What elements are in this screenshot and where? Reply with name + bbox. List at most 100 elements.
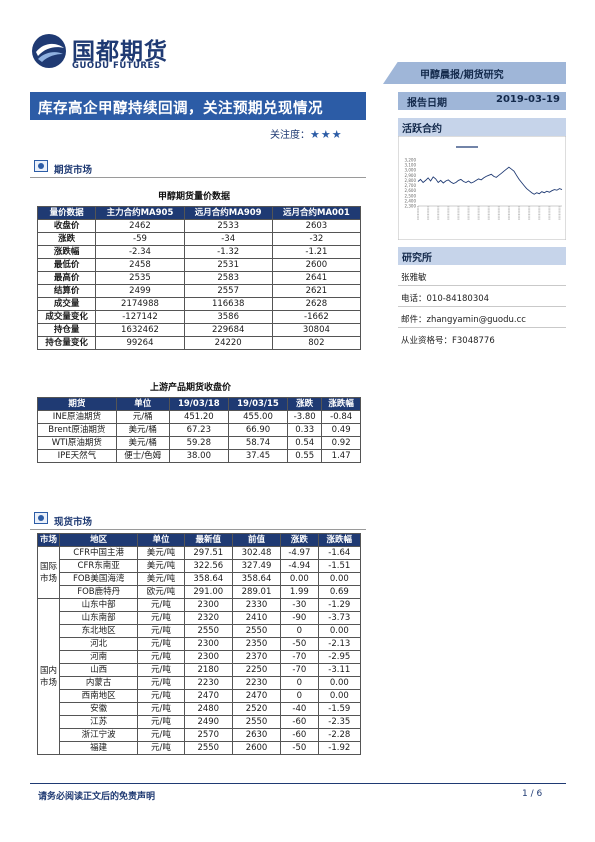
table-cell: 江苏 xyxy=(59,715,139,729)
table-cell: -127142 xyxy=(95,310,185,324)
table-cell: 302.48 xyxy=(231,546,282,560)
column-header: 市场 xyxy=(36,533,61,547)
table-cell: 291.00 xyxy=(183,585,233,599)
table-cell: -50 xyxy=(280,741,319,755)
table-row: 国内市场 山东中部 元/吨 2300 2330 -30 -1.29 xyxy=(36,598,362,755)
table-cell: 便士/色姆 xyxy=(115,449,170,463)
futures-section-icon xyxy=(34,160,48,172)
divider xyxy=(398,306,566,307)
table-cell: 2533 xyxy=(183,219,273,233)
table-row: 结算价 2499 2557 2621 xyxy=(36,284,362,298)
table-cell: -50 xyxy=(280,637,319,651)
table-cell: 229684 xyxy=(183,323,273,337)
y-tick-label: 2,400 xyxy=(405,198,417,203)
research-heading-bar: 研究所 xyxy=(398,247,566,265)
table-cell: -70 xyxy=(280,663,319,677)
y-tick-label: 3,000 xyxy=(405,168,417,173)
research-heading: 研究所 xyxy=(402,253,432,264)
row-label: 涨跌幅 xyxy=(36,245,97,259)
table-cell: 山东南部 xyxy=(59,611,139,625)
table-cell: 2180 xyxy=(183,663,233,677)
y-tick-label: 3,200 xyxy=(405,158,417,163)
table-cell: 2370 xyxy=(231,650,282,664)
table-cell: 0.49 xyxy=(321,423,361,437)
table-cell: 2230 xyxy=(183,676,233,690)
table-cell: 河北 xyxy=(59,637,139,651)
star-rating-icon: ★★★ xyxy=(310,128,343,141)
report-tag-banner xyxy=(383,62,566,84)
table-cell: 2470 xyxy=(183,689,233,703)
table-cell: 2557 xyxy=(183,284,273,298)
spot-section-icon xyxy=(34,512,48,524)
table-cell: 2570 xyxy=(183,728,233,742)
column-header: 单位 xyxy=(115,397,170,411)
table-cell: 37.45 xyxy=(227,449,289,463)
report-tag: 甲醇晨报/期货研究 xyxy=(420,70,504,81)
column-header: 主力合约MA905 xyxy=(95,206,185,220)
table-cell: 西南地区 xyxy=(59,689,139,703)
table-cell: 2628 xyxy=(271,297,362,311)
table-cell: -0.84 xyxy=(321,410,361,424)
table-cell: 66.90 xyxy=(227,423,289,437)
table-cell: 0.00 xyxy=(317,689,362,703)
column-header: 涨跌幅 xyxy=(321,397,361,411)
row-label: 持仓量 xyxy=(36,323,97,337)
table-cell: -32 xyxy=(271,232,362,246)
table-row: 山西 元/吨 2180 2250 -70 -3.11 xyxy=(38,663,362,677)
table-cell: 2174988 xyxy=(95,297,185,311)
table-cell: 2480 xyxy=(183,702,233,716)
table-cell: 美元/吨 xyxy=(137,559,185,573)
column-header: 涨跌 xyxy=(280,533,319,547)
market-group-label: 国内市场 xyxy=(36,598,61,755)
table-row: 最高价 2535 2583 2641 xyxy=(36,271,362,285)
table-cell: -40 xyxy=(280,702,319,716)
section-divider xyxy=(30,529,366,530)
table-cell: 116638 xyxy=(183,297,273,311)
table-cell: 元/吨 xyxy=(137,676,185,690)
table-cell: 0.69 xyxy=(317,585,362,599)
y-tick-label: 2,300 xyxy=(405,204,417,209)
column-header: 最新值 xyxy=(183,533,233,547)
attention-label: 关注度： xyxy=(270,130,310,141)
table-cell: -3.73 xyxy=(317,611,362,625)
table-cell: 0 xyxy=(280,689,319,703)
table-row: 安徽 元/吨 2480 2520 -40 -1.59 xyxy=(38,702,362,716)
company-logo: 国都期货 GUODU FUTURES xyxy=(30,30,180,78)
column-header: 地区 xyxy=(59,533,139,547)
table-cell: 2490 xyxy=(183,715,233,729)
table-cell: 30804 xyxy=(271,323,362,337)
disclaimer-note: 请务必阅读正文后的免责声明 xyxy=(38,792,156,802)
table-row: 成交量变化 -127142 3586 -1662 xyxy=(36,310,362,324)
y-tick-label: 2,500 xyxy=(405,193,417,198)
table-cell: FOB鹿特丹 xyxy=(59,585,139,599)
table-cell: -1.32 xyxy=(183,245,273,259)
table-cell: -1.21 xyxy=(271,245,362,259)
table-cell: 2250 xyxy=(231,663,282,677)
table-cell: 东北地区 xyxy=(59,624,139,638)
date-bar xyxy=(398,92,566,110)
table-cell: 2410 xyxy=(231,611,282,625)
table-cell: 2603 xyxy=(271,219,362,233)
table-cell: CFR中国主港 xyxy=(59,546,139,560)
logo-chinese: 国都期货 xyxy=(72,39,168,65)
table-row: 东北地区 元/吨 2550 2550 0 0.00 xyxy=(38,624,362,638)
table-cell: 2300 xyxy=(183,650,233,664)
analyst-email[interactable]: 邮件：zhangyamin@guodu.cc xyxy=(401,315,526,325)
column-header: 19/03/18 xyxy=(168,397,229,411)
table-cell: 2531 xyxy=(183,258,273,272)
table-cell: 2520 xyxy=(231,702,282,716)
table-cell: 2462 xyxy=(95,219,185,233)
table-cell: 802 xyxy=(271,336,362,350)
row-label: 收盘价 xyxy=(36,219,97,233)
table-cell: 0.00 xyxy=(317,572,362,586)
table-cell: CFR东南亚 xyxy=(59,559,139,573)
analyst-phone: 电话：010-84180304 xyxy=(401,294,490,304)
table-cell: -2.28 xyxy=(317,728,362,742)
table-cell: FOB美国海湾 xyxy=(59,572,139,586)
table-cell: 2458 xyxy=(95,258,185,272)
table-cell: 297.51 xyxy=(183,546,233,560)
table-cell: 0 xyxy=(280,624,319,638)
spot-section-label: 现货市场 xyxy=(54,517,93,528)
column-header: 涨跌幅 xyxy=(317,533,362,547)
table-row: FOB美国海湾 美元/吨 358.64 358.64 0.00 0.00 xyxy=(38,572,362,586)
